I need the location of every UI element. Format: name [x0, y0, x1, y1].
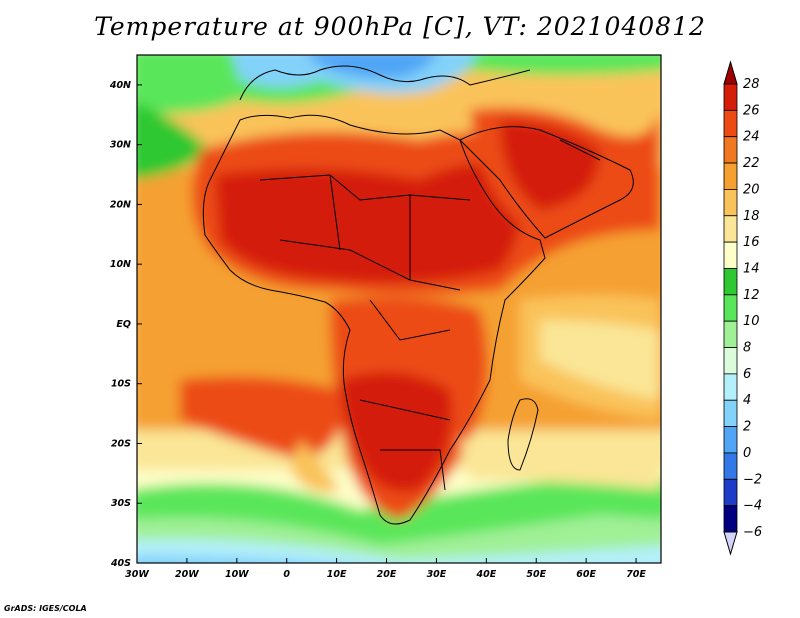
- lat-tick-label: 40S: [110, 558, 131, 569]
- lon-tick-label: 30W: [125, 569, 149, 580]
- colorbar-swatch: [723, 241, 738, 269]
- colorbar-label: −4: [743, 499, 762, 514]
- colorbar-label: 28: [743, 77, 760, 92]
- lon-tick-label: 70E: [626, 569, 646, 580]
- colorbar-label: 8: [743, 341, 751, 356]
- lon-tick-label: 30E: [427, 569, 447, 580]
- lon-tick-label: 40E: [475, 569, 496, 580]
- colorbar-swatch: [723, 215, 738, 243]
- colorbar-bottom-arrow: [723, 531, 738, 556]
- lon-tick-label: 50E: [526, 569, 546, 580]
- colorbar-swatch: [723, 136, 738, 164]
- longitude-ticks: 30W 20W 10W 0 10E 20E 30E 40E 50E 60E 70E: [125, 558, 646, 580]
- colorbar-label: 2: [743, 420, 751, 435]
- latitude-ticks: 40N 30N 20N 10N EQ 10S 20S 30S 40S: [109, 80, 142, 569]
- lat-tick-label: 10N: [110, 259, 131, 270]
- colorbar-label: 12: [743, 288, 760, 303]
- colorbar-label: 14: [743, 261, 760, 276]
- lon-tick-label: 20W: [175, 569, 199, 580]
- lat-tick-label: 20S: [111, 438, 131, 449]
- colorbar-label: 10: [743, 314, 760, 329]
- colorbar-label: 24: [743, 130, 760, 145]
- colorbar-swatch: [723, 189, 738, 217]
- colorbar-label: 4: [743, 393, 751, 408]
- colorbar-label: 6: [743, 367, 751, 382]
- colorbar-label: 20: [743, 182, 760, 197]
- colorbar-label: 18: [743, 209, 760, 224]
- colorbar-swatch: [723, 268, 738, 296]
- colorbar-label: −2: [743, 472, 762, 487]
- colorbar-label: 22: [743, 156, 760, 171]
- colorbar-label: −6: [743, 525, 762, 540]
- lon-tick-label: 10E: [327, 569, 347, 580]
- lon-tick-label: 20E: [377, 569, 397, 580]
- lat-tick-label: 30N: [110, 140, 131, 151]
- colorbar-swatch: [723, 452, 738, 480]
- temperature-field: [137, 55, 661, 563]
- lat-tick-label: EQ: [116, 319, 131, 330]
- lat-tick-label: 40N: [109, 80, 131, 91]
- lat-tick-label: 10S: [111, 379, 131, 390]
- colorbar-swatch: [723, 83, 738, 111]
- colorbar-swatch: [723, 505, 738, 533]
- coastlines: [202, 65, 634, 525]
- colorbar-swatch: [723, 162, 738, 190]
- lat-tick-label: 20N: [110, 199, 131, 210]
- colorbar-swatch: [723, 399, 738, 427]
- colorbar-top-arrow: [723, 60, 738, 85]
- map-title: Temperature at 900hPa [C], VT: 202104081…: [94, 12, 706, 41]
- lon-tick-label: 0: [283, 569, 290, 580]
- colorbar-swatch: [723, 320, 738, 348]
- lat-tick-label: 30S: [111, 498, 131, 509]
- lon-tick-label: 60E: [576, 569, 596, 580]
- colorbar-swatch: [723, 347, 738, 375]
- colorbar-swatch: [723, 426, 738, 454]
- colorbar-swatch: [723, 109, 738, 138]
- colorbar-label: 16: [743, 235, 760, 250]
- colorbar-swatch: [723, 294, 738, 322]
- credit-text: GrADS: IGES/COLA: [4, 604, 87, 613]
- colorbar-swatch: [723, 373, 738, 401]
- colorbar-swatch: [723, 478, 738, 507]
- colorbar-label: 0: [743, 446, 751, 461]
- colorbar-label: 26: [743, 103, 760, 118]
- lon-tick-label: 10W: [225, 569, 249, 580]
- plot-frame: [136, 54, 662, 564]
